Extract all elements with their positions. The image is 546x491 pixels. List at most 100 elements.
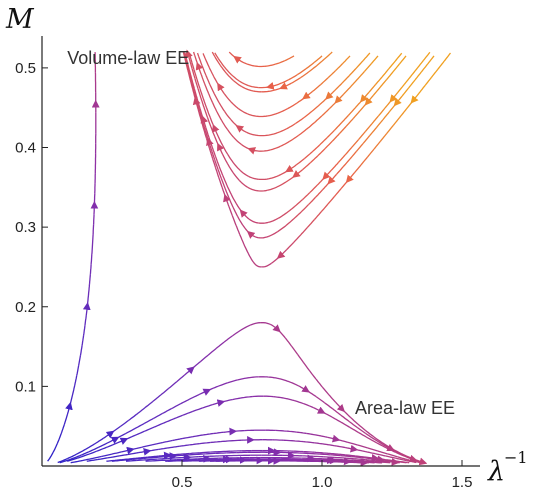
stream-segment [199, 354, 209, 363]
stream-segment [365, 450, 376, 455]
stream-segment [189, 79, 194, 91]
stream-segment [221, 120, 228, 130]
stream-segment [293, 440, 304, 443]
stream-segment [321, 108, 330, 117]
stream-segment [215, 341, 225, 349]
stream-segment [199, 88, 204, 99]
stream-segment [182, 410, 193, 416]
stream-segment [348, 67, 357, 77]
stream-segment [274, 60, 286, 65]
stream-segment [235, 202, 243, 213]
stream-segment [134, 430, 145, 436]
stream-segment [184, 60, 189, 71]
stream-segment [364, 94, 374, 106]
stream-segment [224, 111, 232, 120]
stream-segment [294, 199, 304, 207]
stream-segment [193, 91, 198, 102]
stream-segment [394, 52, 403, 62]
stream-segment [202, 98, 208, 109]
stream-segment [81, 335, 85, 346]
stream-segment [128, 413, 138, 421]
stream-segment [227, 163, 234, 173]
stream-segment [145, 460, 157, 462]
stream-segment [295, 97, 306, 105]
stream-segment [322, 169, 332, 180]
stream-segment [334, 188, 342, 197]
stream-segment [376, 442, 387, 449]
stream-segment [362, 52, 371, 62]
stream-segment [192, 407, 203, 413]
stream-segment [343, 86, 352, 95]
stream-segment [340, 421, 351, 428]
stream-segment [241, 86, 252, 92]
stream-segment [382, 444, 395, 451]
stream-segment [344, 460, 356, 463]
stream-segment [137, 456, 148, 459]
stream-segment [263, 395, 274, 398]
stream-segment [268, 231, 278, 238]
stream-segment [233, 136, 242, 145]
stream-segment [90, 455, 102, 460]
stream-segment [217, 169, 223, 180]
stream-segment [296, 431, 307, 435]
stream-segment [268, 175, 279, 180]
stream-segment [303, 403, 314, 409]
stream-segment [194, 453, 206, 456]
stream-segment [295, 117, 305, 125]
stream-segment [188, 69, 193, 80]
stream-segment [314, 442, 325, 445]
stream-segment [234, 429, 245, 432]
stream-segment [303, 441, 315, 444]
stream-segment [247, 252, 254, 263]
stream-segment [284, 55, 295, 62]
stream-segment [219, 64, 227, 74]
stream-segment [226, 184, 232, 195]
stream-segment [342, 158, 351, 168]
stream-segment [260, 322, 271, 325]
stream-segment [239, 169, 249, 177]
stream-segment [375, 119, 384, 129]
stream-segment [223, 335, 233, 343]
stream-segment [407, 458, 418, 463]
stream-segment [418, 457, 428, 466]
stream-segment [328, 101, 338, 110]
stream-segment [308, 65, 318, 73]
stream-segment [235, 124, 247, 133]
stream-segment [410, 67, 418, 77]
stream-segment [385, 455, 397, 459]
stream-segment [101, 453, 112, 458]
stream-segment [208, 148, 214, 159]
stream-segment [218, 102, 226, 112]
stream-segment [323, 402, 334, 410]
stream-segment [395, 451, 406, 457]
stream-segment [161, 439, 173, 444]
stream-segment [125, 434, 136, 441]
stream-segment [91, 244, 94, 255]
stream-segment [268, 217, 279, 223]
stream-segment [307, 219, 315, 228]
stream-segment [267, 112, 279, 117]
stream-segment [437, 60, 445, 70]
stream-segment [153, 456, 164, 459]
stream-segment [65, 401, 73, 415]
stream-segment [196, 101, 201, 112]
stream-segment [85, 443, 95, 450]
stream-segment [293, 234, 302, 243]
stream-segment [309, 452, 320, 455]
stream-segment [238, 108, 248, 115]
stream-segment [330, 162, 339, 171]
x-axis-title: λ −1 [487, 448, 528, 487]
stream-segment [349, 150, 357, 160]
stream-segment [382, 459, 393, 462]
stream-segment [222, 175, 228, 186]
stream-segment [423, 51, 431, 61]
stream-segment [286, 205, 296, 214]
stream-segment [125, 459, 137, 462]
stream-segment [74, 375, 78, 386]
stream-segment [405, 100, 414, 110]
stream-segment [200, 115, 209, 128]
stream-segment [193, 88, 198, 99]
stream-segment [71, 384, 76, 396]
stream-segment [228, 51, 237, 59]
stream-segment [178, 452, 190, 455]
